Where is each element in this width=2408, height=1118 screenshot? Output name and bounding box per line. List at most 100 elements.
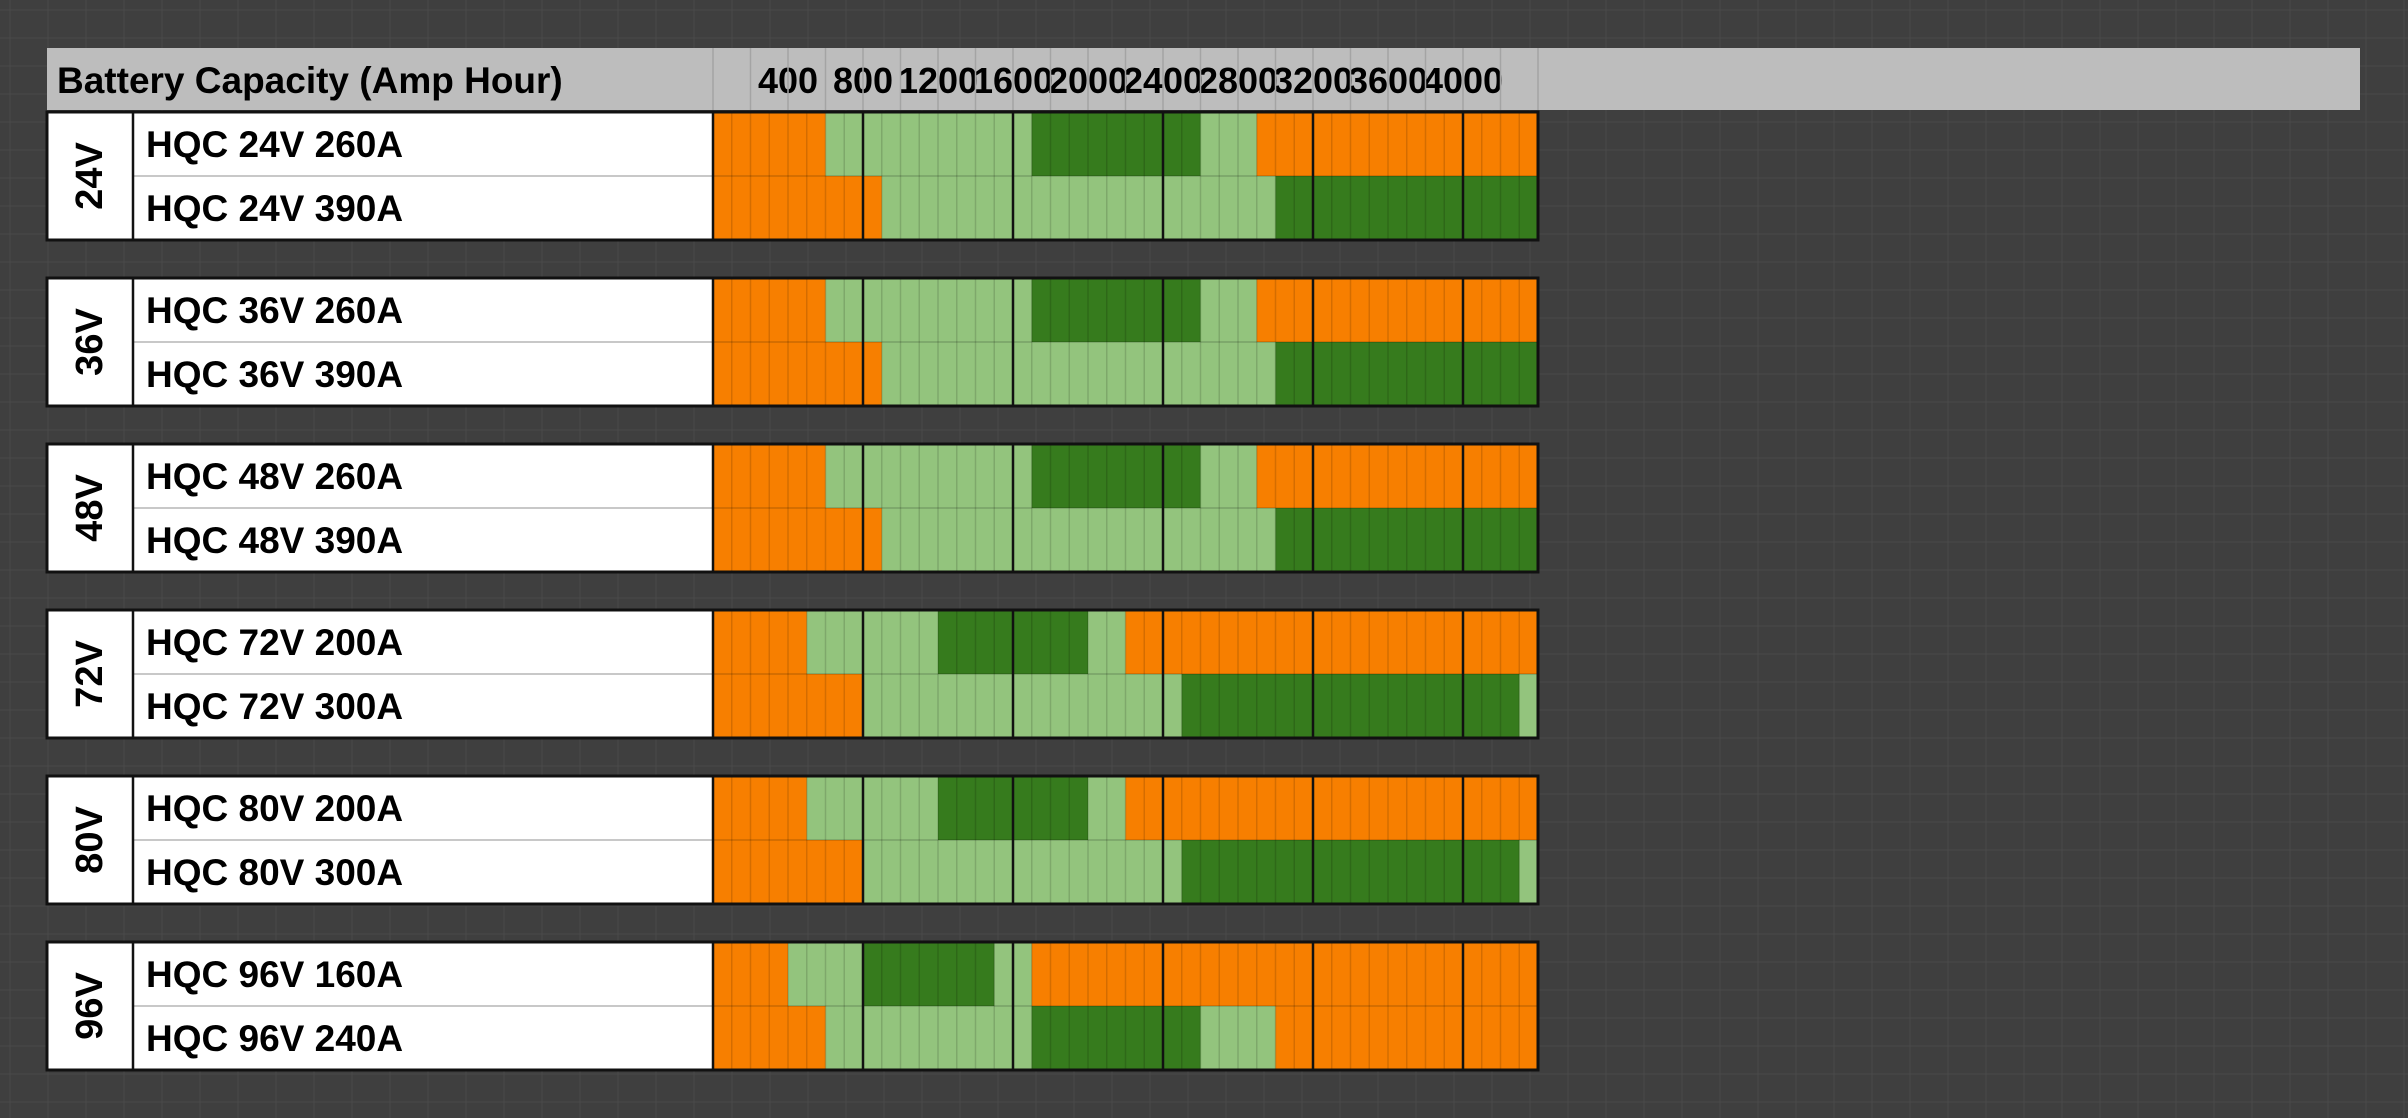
capacity-cell — [900, 444, 920, 508]
capacity-cell — [1069, 176, 1089, 240]
capacity-cell — [1031, 508, 1051, 572]
capacity-cell — [1050, 342, 1070, 406]
capacity-cell — [1256, 444, 1276, 508]
capacity-cell — [863, 444, 883, 508]
capacity-cell — [1350, 942, 1370, 1006]
capacity-cell — [1444, 674, 1464, 738]
capacity-cell — [1031, 610, 1051, 674]
capacity-cell — [1031, 674, 1051, 738]
capacity-cell — [750, 112, 770, 176]
row-label: HQC 48V 260A — [146, 456, 403, 497]
capacity-cell — [1388, 674, 1408, 738]
capacity-cell — [1463, 1006, 1483, 1070]
capacity-cell — [1144, 674, 1164, 738]
capacity-cell — [1013, 508, 1033, 572]
capacity-cell — [1350, 278, 1370, 342]
capacity-cell — [731, 1006, 751, 1070]
capacity-cell — [825, 342, 845, 406]
capacity-cell — [1106, 840, 1126, 904]
capacity-cell — [863, 610, 883, 674]
capacity-cell — [1463, 342, 1483, 406]
capacity-cell — [1444, 278, 1464, 342]
capacity-cell — [825, 840, 845, 904]
capacity-cell — [956, 610, 976, 674]
capacity-cell — [1425, 342, 1445, 406]
capacity-cell — [881, 508, 901, 572]
capacity-cell — [1219, 840, 1239, 904]
capacity-cell — [1163, 342, 1183, 406]
capacity-cell — [1200, 840, 1220, 904]
capacity-cell — [769, 674, 789, 738]
capacity-cell — [1050, 112, 1070, 176]
capacity-cell — [788, 342, 808, 406]
capacity-cell — [938, 444, 958, 508]
capacity-cell — [881, 278, 901, 342]
capacity-cell — [1331, 840, 1351, 904]
capacity-cell — [975, 674, 995, 738]
capacity-cell — [1200, 610, 1220, 674]
capacity-cell — [844, 278, 864, 342]
capacity-cell — [1406, 942, 1426, 1006]
capacity-cell — [1275, 508, 1295, 572]
capacity-cell — [1481, 610, 1501, 674]
capacity-cell — [825, 278, 845, 342]
capacity-cell — [1519, 1006, 1539, 1070]
voltage-group-80v: HQC 80V 200A HQC 80V 300A 80V — [45, 774, 1540, 906]
capacity-cell — [1406, 278, 1426, 342]
capacity-cell — [1350, 840, 1370, 904]
capacity-cell — [1294, 508, 1314, 572]
capacity-cell — [919, 840, 939, 904]
capacity-cell — [806, 176, 826, 240]
capacity-cell — [1069, 444, 1089, 508]
table-row: HQC 72V 200A — [146, 610, 1539, 674]
capacity-cell — [1144, 840, 1164, 904]
capacity-cell — [1181, 610, 1201, 674]
capacity-cell — [1331, 610, 1351, 674]
capacity-cell — [1350, 1006, 1370, 1070]
capacity-cell — [1088, 942, 1108, 1006]
capacity-cell — [1088, 112, 1108, 176]
capacity-cell — [1125, 840, 1145, 904]
capacity-cell — [1500, 776, 1520, 840]
capacity-cell — [1181, 342, 1201, 406]
header-band — [47, 48, 2360, 110]
capacity-cell — [881, 942, 901, 1006]
capacity-cell — [881, 176, 901, 240]
capacity-cell — [1219, 508, 1239, 572]
capacity-cell — [806, 444, 826, 508]
capacity-cell — [1088, 1006, 1108, 1070]
capacity-cell — [1069, 112, 1089, 176]
capacity-cell — [919, 278, 939, 342]
capacity-cell — [956, 674, 976, 738]
capacity-cell — [1481, 278, 1501, 342]
capacity-cell — [1425, 444, 1445, 508]
capacity-cell — [1219, 112, 1239, 176]
capacity-cell — [1069, 840, 1089, 904]
capacity-cell — [1200, 942, 1220, 1006]
capacity-cell — [713, 444, 733, 508]
capacity-cell — [788, 444, 808, 508]
capacity-cell — [731, 508, 751, 572]
capacity-cell — [1313, 342, 1333, 406]
capacity-cell — [1163, 610, 1183, 674]
capacity-cell — [956, 444, 976, 508]
capacity-cell — [900, 840, 920, 904]
capacity-cell — [1069, 342, 1089, 406]
capacity-cell — [1294, 674, 1314, 738]
capacity-cell — [1088, 444, 1108, 508]
voltage-group-36v: HQC 36V 260A HQC 36V 390A 36V — [45, 276, 1540, 408]
capacity-cell — [1013, 278, 1033, 342]
capacity-cell — [1031, 278, 1051, 342]
capacity-cell — [1519, 776, 1539, 840]
voltage-group-96v: HQC 96V 160A HQC 96V 240A 96V — [45, 940, 1540, 1072]
voltage-label: 36V — [69, 308, 111, 376]
capacity-cell — [1013, 942, 1033, 1006]
capacity-cell — [788, 508, 808, 572]
capacity-cell — [1463, 942, 1483, 1006]
table-row: HQC 80V 200A — [146, 776, 1539, 840]
capacity-cell — [994, 840, 1014, 904]
capacity-cell — [844, 776, 864, 840]
capacity-cell — [1031, 942, 1051, 1006]
voltage-group-48v: HQC 48V 260A HQC 48V 390A 48V — [45, 442, 1540, 574]
